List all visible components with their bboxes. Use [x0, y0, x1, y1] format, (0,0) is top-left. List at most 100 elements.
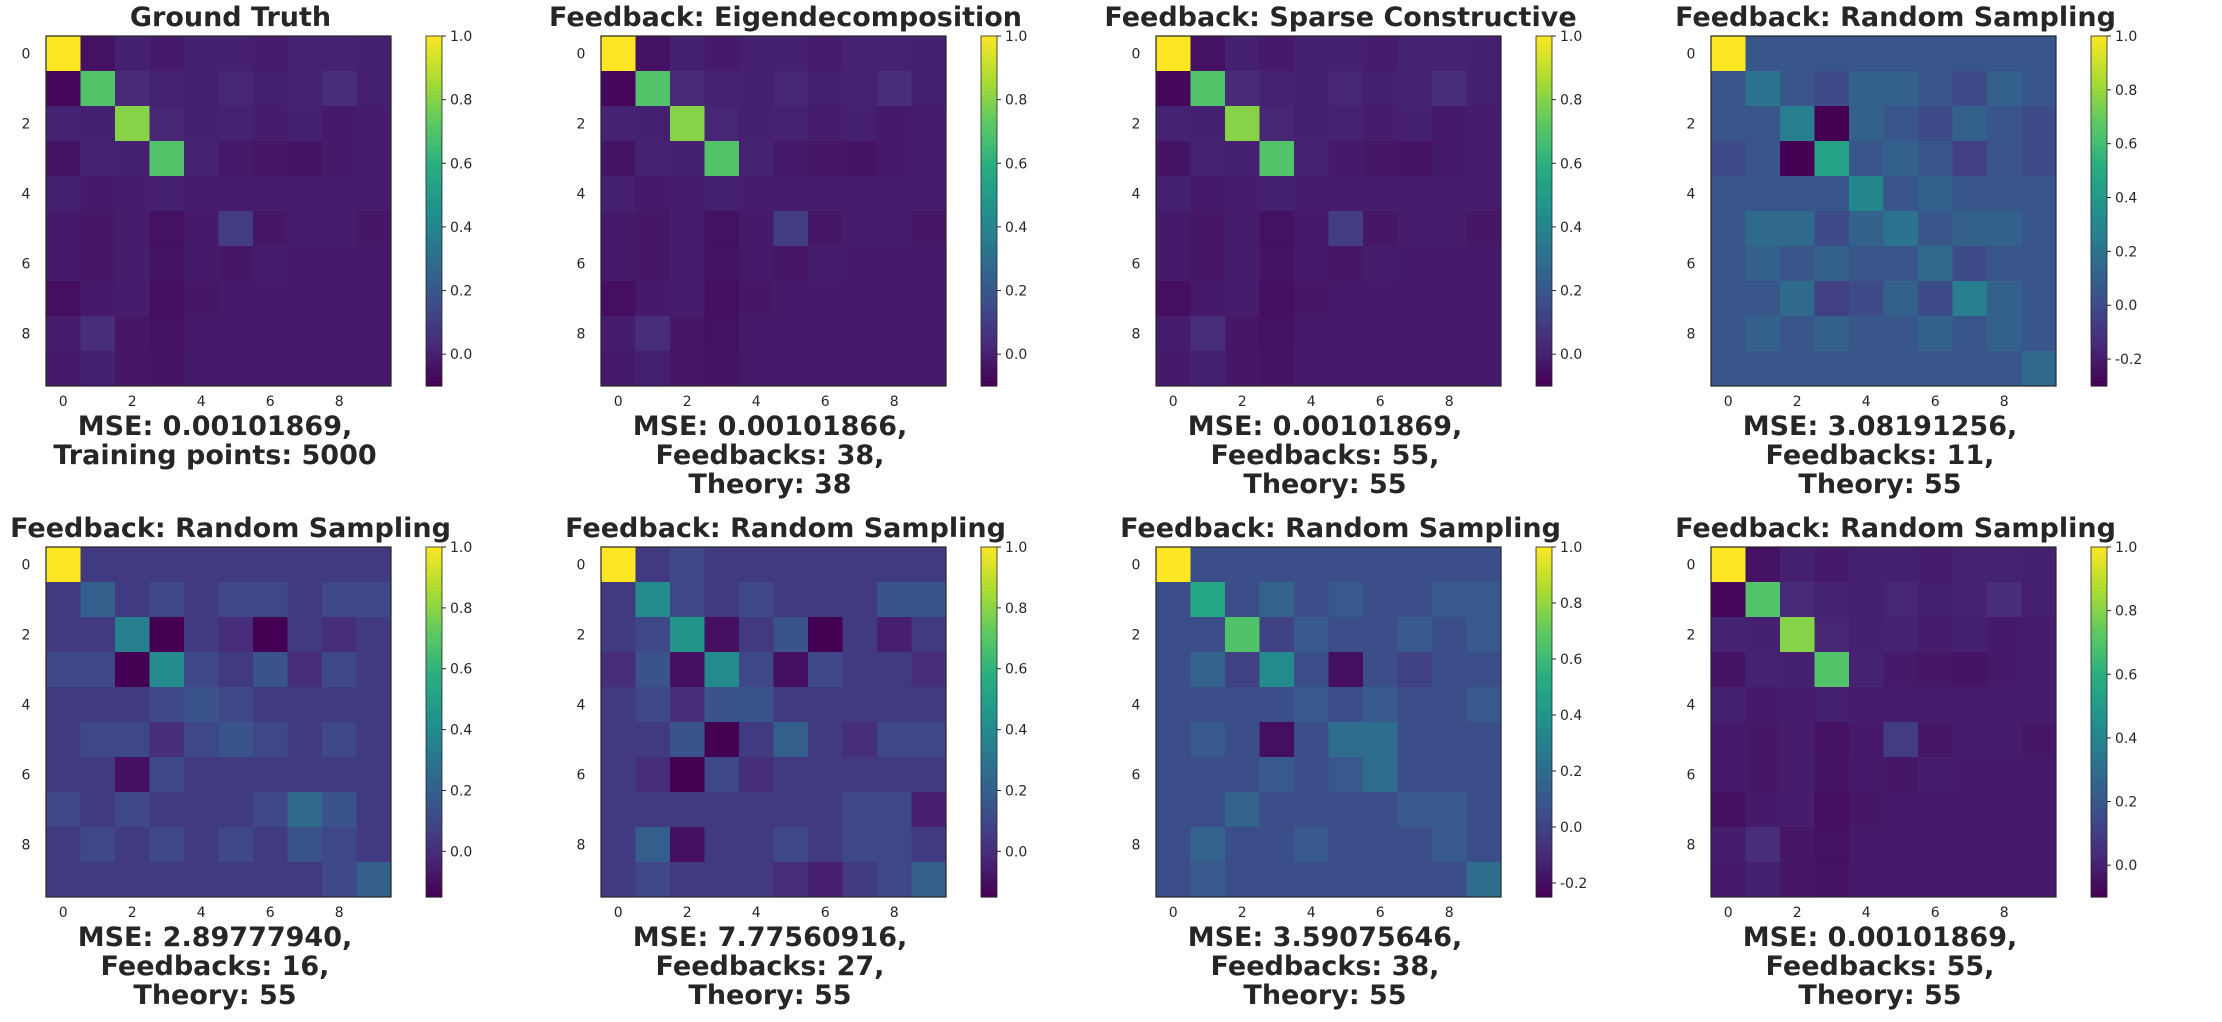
x-tick-label: 8 [335, 905, 344, 921]
heatmap-cell [842, 106, 878, 142]
heatmap-cell [1328, 281, 1364, 317]
heatmap-cell [1745, 106, 1781, 142]
colorbar-band [426, 752, 442, 758]
heatmap-cell [670, 792, 705, 828]
heatmap-cell [773, 211, 809, 247]
heatmap-cell [1363, 106, 1398, 142]
heatmap-cell [1711, 211, 1746, 247]
colorbar-band [2091, 341, 2107, 347]
heatmap-cell [601, 547, 636, 583]
heatmap-cell [635, 36, 671, 72]
colorbar-band [2091, 266, 2107, 272]
heatmap-cell [46, 211, 81, 247]
heatmap-cell [670, 617, 705, 653]
colorbar-band [426, 71, 442, 77]
heatmap-cell [739, 862, 774, 898]
x-tick-label: 0 [1169, 394, 1178, 410]
colorbar-band [2091, 722, 2107, 728]
colorbar-band [981, 762, 997, 768]
heatmap-cell [1190, 106, 1226, 142]
heatmap-cell [287, 722, 323, 758]
colorbar-band [1536, 782, 1552, 788]
colorbar-band [2091, 316, 2107, 322]
colorbar-band [2091, 617, 2107, 623]
heatmap-cell [1294, 246, 1329, 282]
heatmap-cell [1780, 351, 1815, 387]
colorbar-band [981, 802, 997, 808]
heatmap-cell [1363, 71, 1398, 107]
heatmap-cell [1952, 246, 1988, 282]
heatmap-cell [149, 36, 185, 72]
heatmap-cell [704, 862, 740, 898]
heatmap-cell [1814, 176, 1850, 212]
heatmap-cell [1466, 176, 1502, 212]
colorbar-band [426, 351, 442, 357]
colorbar-band [1536, 657, 1552, 663]
colorbar-band [2091, 126, 2107, 132]
colorbar-band [426, 121, 442, 127]
heatmap-cell [149, 281, 185, 317]
colorbar-tick-label: 0.8 [1560, 93, 1582, 109]
heatmap-cell [635, 722, 671, 758]
y-tick-label: 2 [577, 628, 586, 644]
heatmap-cell [322, 106, 357, 142]
heatmap-cell [1849, 211, 1884, 247]
heatmap-cell [287, 827, 323, 863]
colorbar-tick-label: 0.6 [1005, 156, 1027, 172]
colorbar-band [426, 46, 442, 52]
heatmap-cell [1883, 351, 1919, 387]
heatmap-cell [322, 281, 357, 317]
heatmap-cell [1259, 582, 1295, 618]
heatmap-cell [253, 687, 288, 723]
heatmap-cell [1883, 141, 1919, 177]
colorbar-band [981, 376, 997, 382]
colorbar-band [981, 86, 997, 92]
heatmap-cell [1814, 36, 1850, 72]
heatmap-cell [1711, 36, 1746, 72]
heatmap-cell [808, 617, 843, 653]
heatmap-cell [635, 862, 671, 898]
heatmap-cell [184, 316, 219, 352]
heatmap-cell [877, 582, 912, 618]
colorbar-tick-label: 0.0 [1560, 347, 1582, 363]
heatmap-cell [1883, 582, 1919, 618]
colorbar-band [981, 787, 997, 793]
colorbar-band [2091, 792, 2107, 798]
colorbar-band [2091, 547, 2107, 553]
heatmap-cell [635, 316, 671, 352]
colorbar-band [2091, 86, 2107, 92]
heatmap-cell [842, 617, 878, 653]
heatmap-cell [1814, 71, 1850, 107]
colorbar-band [2091, 61, 2107, 67]
heatmap-cell [704, 652, 740, 688]
colorbar-band [1536, 201, 1552, 207]
heatmap-cell [773, 547, 809, 583]
heatmap-cell [149, 722, 185, 758]
heatmap-frame [45, 546, 392, 898]
colorbar-band [426, 787, 442, 793]
colorbar-band [426, 196, 442, 202]
colorbar-tick-label: 0.2 [2115, 795, 2137, 811]
panel-title: Feedback: Random Sampling [1675, 513, 2116, 544]
heatmap-cell [287, 36, 323, 72]
heatmap-cell [218, 36, 254, 72]
heatmap-cell [1711, 617, 1746, 653]
colorbar-band [2091, 141, 2107, 147]
heatmap-cell [601, 106, 636, 142]
heatmap-cell [1780, 211, 1815, 247]
heatmap-cell [1328, 792, 1364, 828]
caption-line: Feedbacks: 55, [1765, 951, 1995, 982]
colorbar-band [426, 627, 442, 633]
heatmap-cell [287, 246, 323, 282]
colorbar-band [981, 291, 997, 297]
heatmap-cell [842, 316, 878, 352]
colorbar-band [1536, 276, 1552, 282]
colorbar-band [426, 186, 442, 192]
heatmap-cell [739, 316, 774, 352]
heatmap-cell [842, 176, 878, 212]
heatmap-cell [1294, 547, 1329, 583]
heatmap-cell [842, 71, 878, 107]
heatmap-cell [1918, 862, 1953, 898]
colorbar-band [981, 767, 997, 773]
colorbar-band [981, 236, 997, 242]
